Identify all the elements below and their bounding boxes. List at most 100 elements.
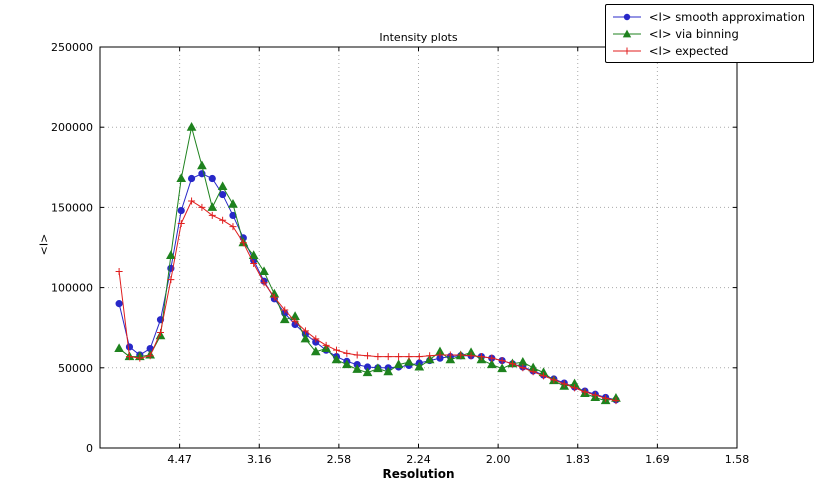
data-point bbox=[343, 349, 351, 357]
data-point bbox=[208, 211, 216, 219]
data-point bbox=[457, 351, 465, 359]
data-point bbox=[322, 341, 330, 349]
data-point bbox=[259, 266, 269, 276]
data-point bbox=[166, 250, 176, 260]
x-tick-label: 3.16 bbox=[247, 453, 272, 466]
data-point bbox=[332, 346, 340, 354]
data-point bbox=[167, 276, 175, 284]
plus-marker-icon bbox=[612, 47, 641, 54]
data-point bbox=[383, 366, 394, 376]
data-point bbox=[384, 353, 392, 361]
y-tick-label: 250000 bbox=[51, 41, 93, 54]
data-point bbox=[250, 260, 258, 268]
data-point bbox=[125, 353, 133, 361]
triangle-marker-icon bbox=[612, 29, 641, 37]
data-point bbox=[331, 354, 342, 364]
data-point bbox=[445, 354, 456, 364]
data-point bbox=[341, 359, 352, 369]
data-point bbox=[517, 356, 528, 366]
legend-item: <I> expected bbox=[612, 42, 805, 59]
data-point bbox=[393, 359, 404, 369]
chart-title: Intensity plots bbox=[379, 31, 458, 44]
tick-labels: 4.47 3.16 2.58 2.24 2.00 1.83 1.69 1.58 0 50000 10… bbox=[51, 41, 749, 466]
data-point bbox=[115, 268, 123, 276]
data-point bbox=[446, 351, 454, 359]
data-point bbox=[477, 353, 485, 361]
x-tick-label: 2.24 bbox=[406, 453, 431, 466]
tick-marks bbox=[100, 46, 738, 449]
data-point bbox=[270, 293, 278, 301]
data-point bbox=[217, 181, 228, 191]
data-point bbox=[529, 368, 537, 376]
series-2 bbox=[115, 197, 620, 405]
data-point bbox=[362, 367, 373, 377]
data-point bbox=[426, 352, 434, 360]
data-point bbox=[436, 351, 444, 359]
data-point bbox=[198, 203, 206, 211]
y-axis-label: <I> bbox=[37, 233, 51, 256]
y-tick-label: 200000 bbox=[51, 121, 93, 134]
grid bbox=[100, 46, 738, 449]
data-point bbox=[177, 207, 185, 215]
data-point bbox=[395, 353, 403, 361]
x-axis-label: Resolution bbox=[382, 467, 455, 481]
legend-item: <I> smooth approximation bbox=[612, 8, 805, 25]
y-tick-label: 150000 bbox=[51, 201, 93, 214]
data-point bbox=[136, 354, 144, 362]
y-tick-label: 100000 bbox=[51, 282, 93, 295]
data-point bbox=[177, 219, 185, 227]
data-point bbox=[260, 279, 268, 287]
y-tick-label: 50000 bbox=[58, 362, 93, 375]
data-point bbox=[519, 364, 527, 372]
data-point bbox=[602, 394, 610, 402]
data-point bbox=[467, 352, 475, 360]
data-point bbox=[291, 317, 299, 325]
data-point bbox=[197, 160, 207, 170]
data-point bbox=[219, 216, 227, 224]
data-point bbox=[207, 202, 218, 211]
data-point bbox=[310, 346, 321, 356]
data-point bbox=[186, 121, 197, 131]
data-point bbox=[228, 198, 238, 208]
data-point bbox=[540, 372, 548, 380]
data-point bbox=[146, 352, 154, 360]
data-point bbox=[279, 314, 290, 324]
data-point bbox=[405, 353, 413, 361]
data-point bbox=[248, 250, 259, 260]
data-point bbox=[486, 359, 497, 369]
data-point bbox=[125, 343, 134, 351]
data-point bbox=[219, 190, 227, 199]
legend-label: <I> smooth approximation bbox=[648, 9, 805, 24]
x-tick-label: 1.69 bbox=[645, 453, 670, 466]
data-point bbox=[560, 380, 568, 388]
data-point bbox=[364, 352, 372, 360]
data-point bbox=[300, 333, 311, 343]
data-point bbox=[550, 376, 558, 384]
data-point bbox=[612, 397, 620, 405]
x-tick-label: 1.83 bbox=[566, 453, 591, 466]
data-point bbox=[591, 391, 599, 399]
data-point bbox=[239, 239, 247, 247]
legend-label: <I> expected bbox=[648, 43, 729, 58]
data-point bbox=[115, 300, 123, 308]
x-tick-label: 2.00 bbox=[486, 453, 511, 466]
data-point bbox=[374, 353, 382, 361]
data-point bbox=[498, 357, 506, 365]
data-point bbox=[281, 306, 289, 314]
data-point bbox=[187, 174, 196, 183]
data-point bbox=[114, 343, 124, 353]
series-1 bbox=[114, 121, 621, 405]
legend: <I> smooth approximation <I> via binning <… bbox=[604, 4, 814, 63]
data-point bbox=[157, 329, 165, 337]
x-tick-label: 2.58 bbox=[327, 453, 352, 466]
data-point bbox=[415, 353, 423, 361]
legend-item: <I> via binning bbox=[612, 25, 805, 42]
data-point bbox=[188, 197, 196, 205]
legend-label: <I> via binning bbox=[648, 26, 739, 41]
data-point bbox=[352, 364, 363, 373]
data-point bbox=[488, 354, 496, 362]
data-point bbox=[581, 388, 589, 396]
data-point bbox=[353, 351, 361, 359]
